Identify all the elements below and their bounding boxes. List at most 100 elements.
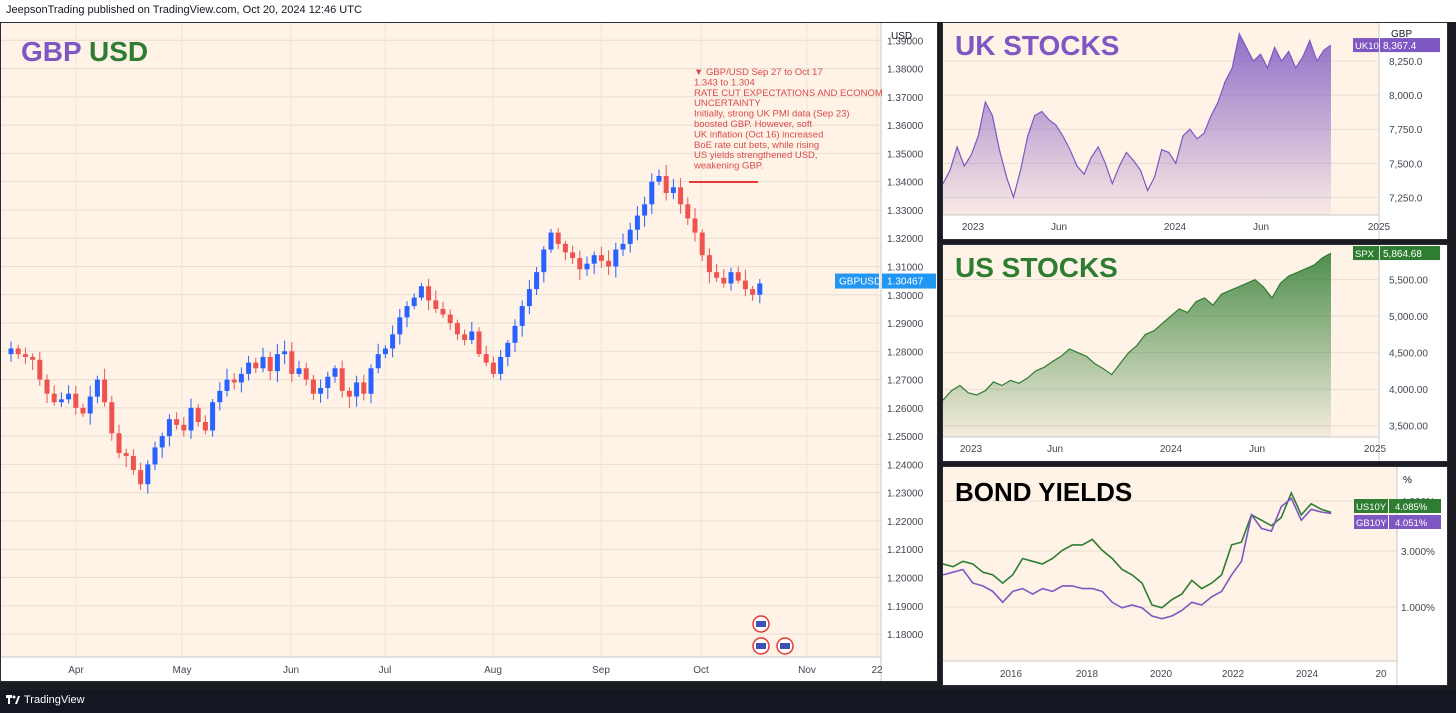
price-axis-background	[1379, 23, 1447, 239]
candle-body	[116, 433, 122, 454]
candle-body	[174, 419, 180, 425]
event-flag-icon	[756, 643, 766, 649]
price-axis-background	[881, 23, 937, 681]
y-tick-label: 1.34000	[887, 178, 924, 189]
us-stocks-chart[interactable]: 5,500.00 5,000.00 4,500.00 4,000.00 3,500.00…	[943, 245, 1447, 461]
candle-body	[598, 255, 604, 261]
x-tick-label: 2023	[962, 222, 985, 233]
symbol-tag	[1354, 515, 1388, 529]
x-tick-label: 2016	[1000, 669, 1023, 680]
currency-label: GBP	[1391, 29, 1412, 40]
candle-body	[246, 362, 252, 374]
last-price-label: 5,864.68	[1383, 249, 1422, 260]
annotation-line: US yields strengthened USD,	[694, 150, 818, 161]
last-value-tag	[1389, 499, 1441, 513]
candle-body	[253, 362, 259, 369]
chart-title: BOND YIELDS	[955, 477, 1132, 507]
x-tick-label: Oct	[693, 665, 709, 676]
x-tick-label: 2024	[1160, 444, 1183, 455]
y-tick-label: 1.27000	[887, 376, 924, 387]
candle-body	[692, 218, 698, 233]
candle-body	[188, 407, 194, 431]
time-axis-background	[943, 437, 1379, 461]
candle-body	[404, 306, 410, 318]
y-tick-label: 4,500.00	[1389, 349, 1428, 360]
y-tick-label: 5,000.00	[1389, 312, 1428, 323]
x-tick-label: 2025	[1364, 444, 1387, 455]
y-tick-label: 1.32000	[887, 234, 924, 245]
candle-body	[634, 215, 640, 230]
y-tick-label: 3,500.00	[1389, 422, 1428, 433]
candle-body	[73, 393, 79, 408]
candle-body	[310, 379, 316, 394]
candle-body	[735, 272, 741, 281]
x-tick-label: 2025	[1368, 222, 1391, 233]
candle-body	[548, 232, 554, 250]
x-tick-label: Jun	[1051, 222, 1067, 233]
candle-body	[260, 356, 266, 369]
y-tick-label: 1.21000	[887, 545, 924, 556]
bond-yields-chart[interactable]: 4.000%3.000%1.000%%201620182020202220242…	[943, 467, 1447, 685]
symbol-tag	[835, 273, 879, 289]
y-tick-label: 1.29000	[887, 319, 924, 330]
publisher-bar: JeepsonTrading published on TradingView.…	[0, 0, 1456, 22]
candle-body	[670, 187, 676, 193]
gbpusd-chart-panel[interactable]: 1.39000 1.38000 1.37000 1.36000 1.35000 1.340…	[0, 22, 938, 682]
candle-body	[94, 379, 100, 397]
us-stocks-panel[interactable]: 5,500.00 5,000.00 4,500.00 4,000.00 3,500.00…	[942, 244, 1448, 462]
y-tick-label: 5,500.00	[1389, 276, 1428, 287]
candle-body	[267, 356, 273, 372]
candle-body	[195, 407, 201, 422]
candle-body	[166, 419, 172, 437]
y-tick-label: 1.28000	[887, 347, 924, 358]
x-tick-label: 22	[871, 665, 883, 676]
annotation-line: 1.343 to 1.304	[694, 77, 755, 88]
candle-body	[390, 334, 396, 349]
x-tick-label: Jun	[283, 665, 299, 676]
candle-body	[454, 323, 460, 335]
y-tick-label: 8,000.0	[1389, 91, 1423, 102]
candle-body	[181, 424, 187, 431]
y-tick-label: 1.38000	[887, 65, 924, 76]
currency-label: USD	[891, 31, 912, 42]
candle-body	[30, 356, 36, 360]
candle-body	[649, 181, 655, 205]
gbpusd-chart[interactable]: 1.39000 1.38000 1.37000 1.36000 1.35000 1.340…	[1, 23, 937, 681]
y-tick-label: 3.000%	[1401, 547, 1435, 558]
annotation-line: BoE rate cut bets, while rising	[694, 140, 819, 151]
uk-stocks-chart[interactable]: 8,250.0 8,000.0 7,750.0 7,500.0 7,250.0 GBP 20…	[943, 23, 1447, 239]
plot-background	[1, 23, 881, 657]
candle-body	[231, 379, 237, 383]
candle-body	[66, 393, 72, 400]
candle-body	[742, 280, 748, 290]
candle-body	[145, 464, 151, 485]
candle-body	[51, 393, 57, 403]
price-axis-background	[1379, 245, 1447, 461]
series-line	[943, 32, 1332, 200]
last-price-tag	[1380, 246, 1440, 261]
candle-body	[289, 351, 295, 374]
chart-title: US STOCKS	[955, 252, 1118, 283]
candle-body	[476, 331, 482, 355]
candle-body	[411, 297, 417, 307]
candle-body	[80, 407, 86, 414]
candle-body	[109, 402, 115, 434]
uk-stocks-panel[interactable]: 8,250.0 8,000.0 7,750.0 7,500.0 7,250.0 GBP 20…	[942, 22, 1448, 240]
x-tick-label: Jun	[1047, 444, 1063, 455]
candle-body	[656, 176, 662, 182]
title-gbp: GBP	[21, 36, 82, 67]
candle-body	[642, 204, 648, 216]
last-price-label: 1.30467	[887, 277, 924, 288]
x-tick-label: Nov	[798, 665, 816, 676]
candle-body	[15, 348, 21, 355]
candle-body	[519, 306, 525, 326]
x-tick-label: 2020	[1150, 669, 1173, 680]
candle-body	[620, 243, 626, 250]
candle-body	[627, 229, 633, 244]
candle-body	[102, 379, 108, 403]
candle-body	[282, 351, 288, 355]
candle-body	[505, 342, 511, 357]
bond-yields-panel[interactable]: 4.000%3.000%1.000%%201620182020202220242…	[942, 466, 1448, 686]
y-tick-label: 1.000%	[1401, 603, 1435, 614]
candle-body	[8, 348, 14, 355]
